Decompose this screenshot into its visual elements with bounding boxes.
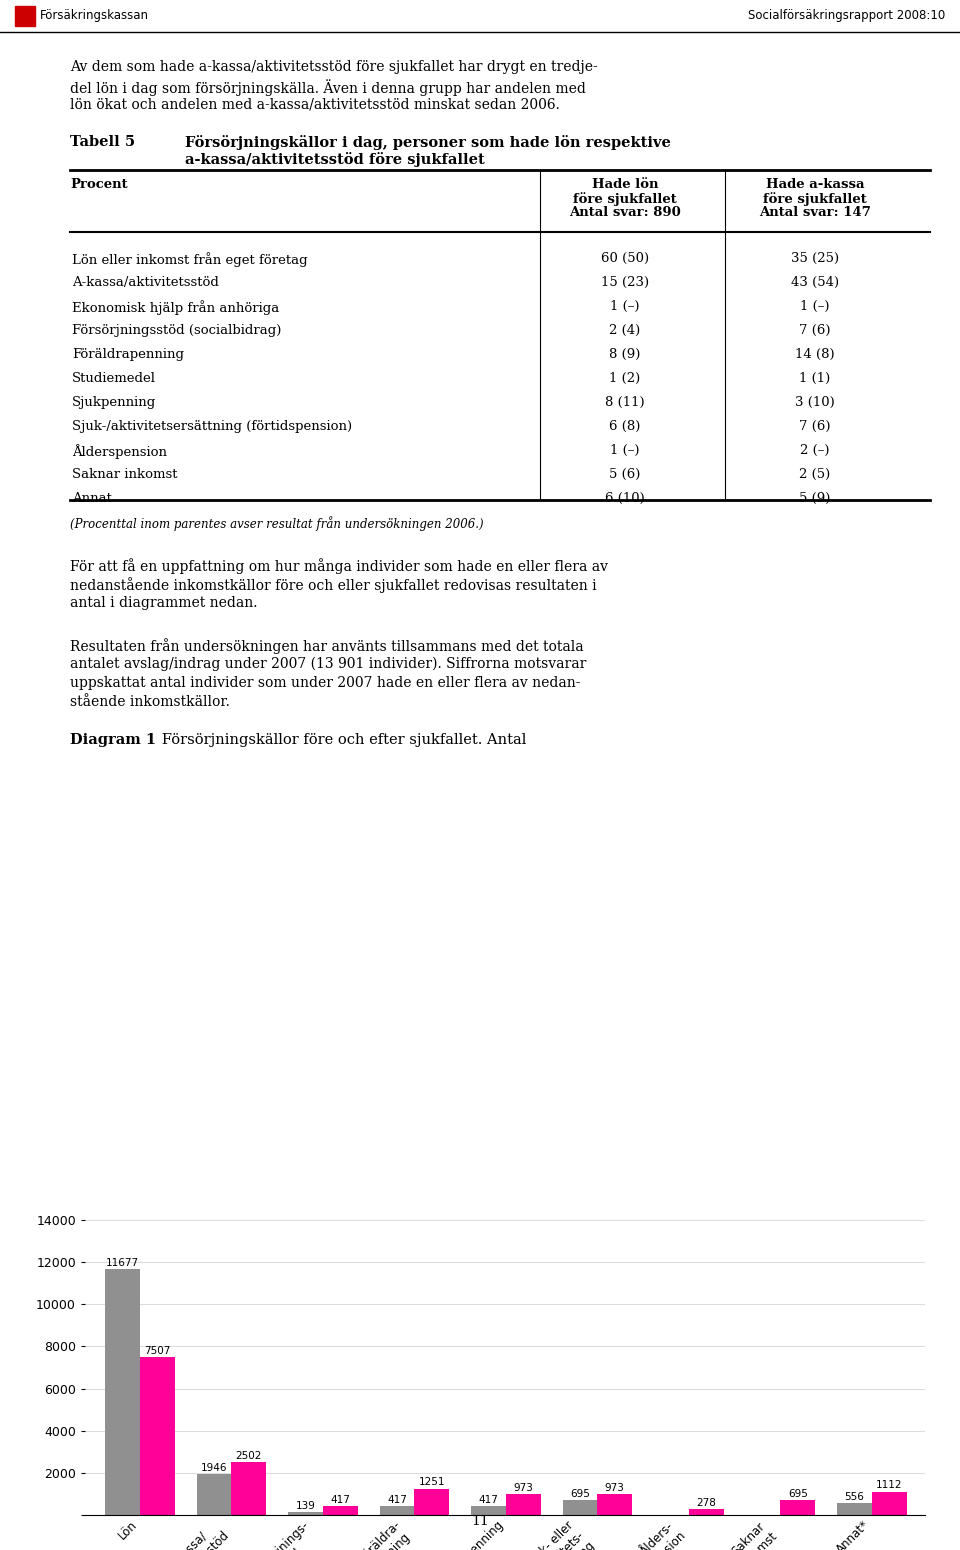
Text: 7 (6): 7 (6): [800, 420, 830, 434]
Bar: [197, 1474, 231, 1514]
Text: 1 (2): 1 (2): [610, 372, 640, 386]
Text: 1946: 1946: [201, 1463, 228, 1472]
Text: Tabell 5: Tabell 5: [70, 135, 135, 149]
Text: Sjukpenning: Sjukpenning: [72, 397, 156, 409]
Text: Socialförsäkringsrapport 2008:10: Socialförsäkringsrapport 2008:10: [748, 9, 945, 23]
Bar: [140, 1356, 175, 1514]
Text: Hade a-kassa: Hade a-kassa: [766, 178, 864, 191]
Bar: [506, 1494, 540, 1514]
Text: 43 (54): 43 (54): [791, 276, 839, 290]
Text: Saknar inkomst: Saknar inkomst: [72, 468, 178, 482]
Text: 695: 695: [570, 1490, 590, 1499]
Bar: [563, 1500, 597, 1514]
Bar: [780, 1500, 815, 1514]
Text: 973: 973: [605, 1483, 625, 1493]
Text: a-kassa/aktivitetsstöd före sjukfallet: a-kassa/aktivitetsstöd före sjukfallet: [185, 152, 485, 167]
Bar: [597, 1494, 633, 1514]
Bar: [288, 1513, 323, 1514]
Text: 5 (6): 5 (6): [610, 468, 640, 482]
Text: 7 (6): 7 (6): [800, 324, 830, 338]
Text: 1251: 1251: [419, 1477, 445, 1488]
Bar: [323, 1507, 358, 1514]
Bar: [231, 1462, 266, 1514]
Text: 973: 973: [514, 1483, 533, 1493]
Text: antal i diagrammet nedan.: antal i diagrammet nedan.: [70, 597, 257, 611]
Text: Lön eller inkomst från eget företag: Lön eller inkomst från eget företag: [72, 253, 307, 267]
Text: antalet avslag/indrag under 2007 (13 901 individer). Siffrorna motsvarar: antalet avslag/indrag under 2007 (13 901…: [70, 657, 587, 671]
Text: Försörjningsstöd (socialbidrag): Försörjningsstöd (socialbidrag): [72, 324, 281, 338]
Bar: [872, 1491, 906, 1514]
Text: Ålderspension: Ålderspension: [72, 445, 167, 459]
Text: före sjukfallet: före sjukfallet: [573, 192, 677, 206]
Text: Ekonomisk hjälp från anhöriga: Ekonomisk hjälp från anhöriga: [72, 301, 279, 315]
Text: Resultaten från undersökningen har använts tillsammans med det totala: Resultaten från undersökningen har använ…: [70, 639, 584, 654]
Text: 139: 139: [296, 1500, 316, 1511]
Text: stående inkomstkällor.: stående inkomstkällor.: [70, 694, 229, 708]
Text: Studiemedel: Studiemedel: [72, 372, 156, 386]
Text: 5 (9): 5 (9): [800, 493, 830, 505]
Text: nedanstående inkomstkällor före och eller sjukfallet redovisas resultaten i: nedanstående inkomstkällor före och elle…: [70, 577, 596, 592]
Text: 14 (8): 14 (8): [795, 349, 835, 361]
Text: 2 (5): 2 (5): [800, 468, 830, 482]
Text: Föräldrapenning: Föräldrapenning: [72, 349, 184, 361]
Text: 2502: 2502: [235, 1451, 262, 1462]
Text: Annat: Annat: [72, 493, 112, 505]
Text: Av dem som hade a-kassa/aktivitetsstöd före sjukfallet har drygt en tredje-: Av dem som hade a-kassa/aktivitetsstöd f…: [70, 60, 598, 74]
Text: 1 (–): 1 (–): [801, 301, 829, 313]
Text: F: F: [21, 11, 29, 22]
Text: 2 (–): 2 (–): [801, 445, 829, 457]
Text: 2 (4): 2 (4): [610, 324, 640, 338]
Text: 1 (–): 1 (–): [611, 445, 639, 457]
Text: För att få en uppfattning om hur många individer som hade en eller flera av: För att få en uppfattning om hur många i…: [70, 558, 608, 574]
Text: 695: 695: [788, 1490, 807, 1499]
Text: 556: 556: [845, 1493, 864, 1502]
Text: 6 (10): 6 (10): [605, 493, 645, 505]
Text: Procent: Procent: [70, 178, 128, 191]
Bar: [106, 1269, 140, 1514]
Bar: [837, 1504, 872, 1514]
Text: Försörjningskällor före och efter sjukfallet. Antal: Försörjningskällor före och efter sjukfa…: [148, 733, 526, 747]
Text: Antal svar: 890: Antal svar: 890: [569, 206, 681, 219]
Text: Diagram 1: Diagram 1: [70, 733, 156, 747]
Text: 278: 278: [696, 1497, 716, 1508]
Text: A-kassa/aktivitetsstöd: A-kassa/aktivitetsstöd: [72, 276, 219, 290]
Text: lön ökat och andelen med a-kassa/aktivitetsstöd minskat sedan 2006.: lön ökat och andelen med a-kassa/aktivit…: [70, 98, 560, 112]
Text: 7507: 7507: [144, 1345, 171, 1356]
Text: 3 (10): 3 (10): [795, 397, 835, 409]
Bar: [689, 1510, 724, 1514]
Text: Hade lön: Hade lön: [591, 178, 659, 191]
Text: Försörjningskällor i dag, personer som hade lön respektive: Försörjningskällor i dag, personer som h…: [185, 135, 671, 150]
Text: 8 (11): 8 (11): [605, 397, 645, 409]
Text: Sjuk-/aktivitetsersättning (förtidspension): Sjuk-/aktivitetsersättning (förtidspensi…: [72, 420, 352, 434]
Text: 8 (9): 8 (9): [610, 349, 640, 361]
Text: 417: 417: [330, 1494, 350, 1505]
Text: 417: 417: [479, 1494, 498, 1505]
Text: 1112: 1112: [876, 1480, 902, 1490]
Text: 1 (–): 1 (–): [611, 301, 639, 313]
Bar: [415, 1488, 449, 1514]
Text: Försäkringskassan: Försäkringskassan: [40, 9, 149, 23]
Text: 11677: 11677: [106, 1257, 139, 1268]
Text: 15 (23): 15 (23): [601, 276, 649, 290]
Text: Antal svar: 147: Antal svar: 147: [759, 206, 871, 219]
Text: 35 (25): 35 (25): [791, 253, 839, 265]
Text: del lön i dag som försörjningskälla. Även i denna grupp har andelen med: del lön i dag som försörjningskälla. Äve…: [70, 79, 586, 96]
Text: före sjukfallet: före sjukfallet: [763, 192, 867, 206]
Bar: [379, 1507, 415, 1514]
Text: uppskattat antal individer som under 2007 hade en eller flera av nedan-: uppskattat antal individer som under 200…: [70, 676, 581, 690]
Text: (Procenttal inom parentes avser resultat från undersökningen 2006.): (Procenttal inom parentes avser resultat…: [70, 516, 484, 530]
Text: 6 (8): 6 (8): [610, 420, 640, 434]
Text: 60 (50): 60 (50): [601, 253, 649, 265]
Text: 417: 417: [387, 1494, 407, 1505]
Bar: [15, 6, 35, 26]
Text: 11: 11: [471, 1514, 489, 1528]
Bar: [471, 1507, 506, 1514]
Text: 1 (1): 1 (1): [800, 372, 830, 386]
